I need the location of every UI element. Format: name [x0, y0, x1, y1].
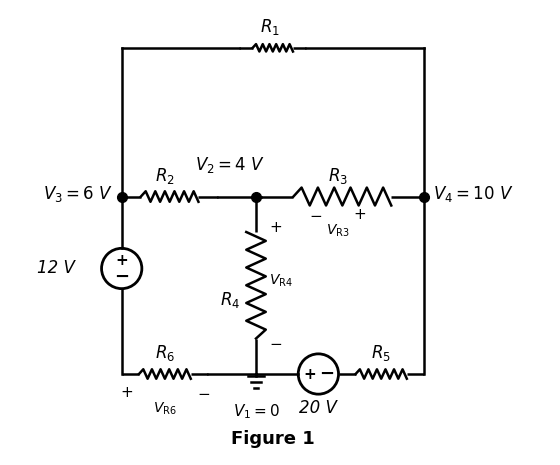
Text: $+$: $+$ [269, 220, 283, 235]
Text: $-$: $-$ [197, 385, 210, 399]
Text: 20 V: 20 V [300, 399, 337, 417]
Text: +: + [115, 252, 128, 267]
Text: −: − [319, 365, 334, 383]
Text: $R_4$: $R_4$ [220, 290, 240, 310]
Text: $V_2 = 4$ V: $V_2 = 4$ V [195, 155, 264, 175]
Text: $R_2$: $R_2$ [155, 166, 175, 186]
Text: $R_1$: $R_1$ [260, 17, 281, 37]
Text: +: + [304, 366, 316, 381]
Text: $R_6$: $R_6$ [155, 344, 175, 364]
Text: $-$: $-$ [309, 207, 323, 222]
Text: $V_\mathrm{R3}$: $V_\mathrm{R3}$ [326, 223, 349, 239]
Text: $V_\mathrm{R4}$: $V_\mathrm{R4}$ [269, 272, 293, 289]
Text: $+$: $+$ [120, 385, 133, 399]
Text: 12 V: 12 V [38, 259, 75, 278]
Text: Figure 1: Figure 1 [231, 431, 315, 448]
Text: $V_1 = 0$: $V_1 = 0$ [232, 402, 279, 420]
Text: $V_3 = 6$ V: $V_3 = 6$ V [43, 184, 113, 204]
Text: $R_5$: $R_5$ [371, 344, 391, 364]
Text: −: − [114, 268, 129, 286]
Text: $+$: $+$ [353, 207, 366, 222]
Text: $V_4 = 10$ V: $V_4 = 10$ V [432, 184, 513, 204]
Text: $V_\mathrm{R6}$: $V_\mathrm{R6}$ [153, 400, 177, 417]
Text: $R_3$: $R_3$ [328, 166, 348, 186]
Text: $-$: $-$ [269, 335, 283, 350]
